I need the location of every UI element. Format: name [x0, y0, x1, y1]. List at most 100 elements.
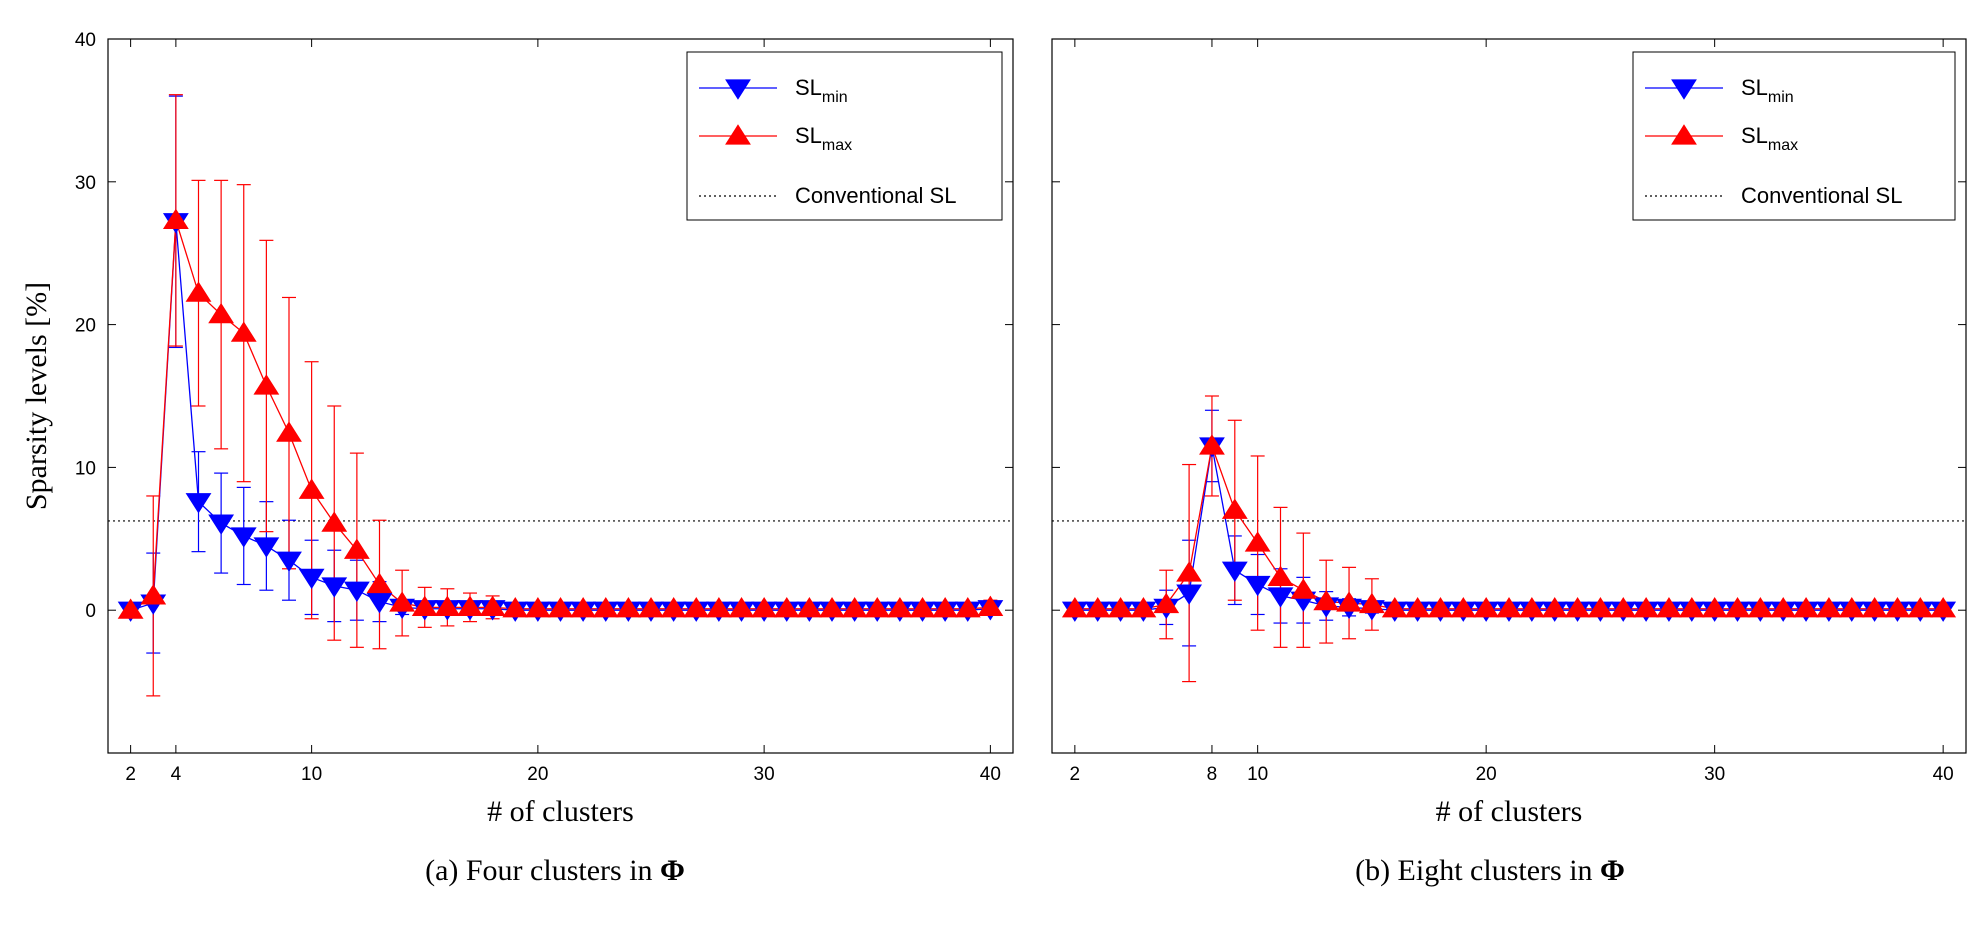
- triangle-up-marker: [1176, 561, 1203, 582]
- triangle-up-marker: [977, 595, 1004, 616]
- triangle-up-marker: [660, 597, 687, 618]
- y-tick-label: 0: [85, 601, 96, 622]
- triangle-up-marker: [932, 597, 959, 618]
- triangle-up-marker: [1381, 597, 1408, 618]
- triangle-down-marker: [1244, 575, 1271, 597]
- triangle-up-marker: [1770, 597, 1797, 618]
- triangle-up-marker: [1861, 597, 1888, 618]
- legend-label-subscript: max: [1768, 137, 1798, 154]
- panel-four-clusters: 2 4 10 20 30 40 0 10 20 30 40 # of clusters Sparsity…: [20, 30, 1014, 887]
- triangle-up-marker: [1656, 597, 1682, 618]
- triangle-up-marker: [796, 597, 823, 618]
- y-tick-label: 20: [75, 316, 96, 337]
- x-tick-label: 2: [125, 764, 136, 785]
- legend-label-subscript: min: [1768, 89, 1794, 106]
- triangle-up-marker: [909, 597, 936, 618]
- triangle-up-marker: [479, 595, 506, 616]
- triangle-up-marker: [1313, 589, 1340, 611]
- x-axis-label: # of clusters: [487, 795, 634, 828]
- plot-frame: [107, 38, 1014, 754]
- legend-label: SLmax: [795, 123, 852, 154]
- triangle-down-marker: [1221, 561, 1248, 582]
- legend-label: SLmax: [1741, 123, 1798, 154]
- triangle-down-marker: [1267, 587, 1294, 608]
- x-axis-label: # of clusters: [1436, 795, 1583, 828]
- legend-label-main: SL: [795, 75, 822, 100]
- triangle-down-marker: [1176, 584, 1203, 605]
- triangle-up-marker: [1336, 591, 1362, 612]
- triangle-down-marker: [298, 568, 325, 590]
- x-tick-label: 20: [1476, 764, 1497, 785]
- triangle-up-marker: [705, 597, 732, 618]
- triangle-up-marker: [162, 208, 189, 229]
- caption-phi-symbol: Φ: [660, 854, 685, 887]
- triangle-up-marker: [1747, 597, 1774, 618]
- triangle-up-marker: [728, 597, 755, 618]
- triangle-up-marker: [1244, 531, 1271, 552]
- triangle-down-marker: [321, 577, 348, 598]
- panel-caption: (b) Eight clusters in Φ: [1355, 854, 1625, 887]
- triangle-up-marker: [864, 597, 891, 618]
- x-tick-label: 20: [527, 764, 548, 785]
- triangle-down-marker: [230, 527, 257, 548]
- caption-text: (a) Four clusters in: [425, 854, 660, 887]
- triangle-up-marker: [592, 597, 619, 618]
- legend-label-main: SL: [1741, 123, 1768, 148]
- legend-label-main: SL: [1741, 75, 1768, 100]
- triangle-up-marker: [638, 597, 664, 618]
- x-tick-label: 2: [1070, 764, 1081, 785]
- triangle-up-marker: [1404, 597, 1431, 618]
- triangle-up-marker: [886, 597, 913, 618]
- legend-triangle-up-icon: [725, 124, 751, 145]
- triangle-up-marker: [1884, 597, 1911, 618]
- triangle-up-marker: [230, 321, 257, 342]
- legend-triangle-down-icon: [725, 79, 751, 100]
- x-tick-label: 30: [754, 764, 775, 785]
- triangle-up-marker: [1678, 597, 1705, 618]
- triangle-up-marker: [1358, 592, 1385, 614]
- y-axis-label: Sparsity levels [%]: [20, 282, 53, 510]
- caption-text: (b) Eight clusters in: [1355, 854, 1600, 887]
- legend-triangle-up-icon: [1671, 124, 1697, 145]
- plot-frame: [1051, 38, 1967, 754]
- legend-label-conventional: Conventional SL: [1741, 183, 1902, 208]
- triangle-up-marker: [1838, 597, 1865, 618]
- x-tick-label: 10: [301, 764, 322, 785]
- triangle-up-marker: [1153, 592, 1180, 614]
- triangle-up-marker: [1450, 597, 1477, 618]
- triangle-up-marker: [773, 597, 800, 618]
- triangle-up-marker: [1815, 597, 1842, 618]
- y-tick-label: 30: [75, 173, 96, 194]
- triangle-up-marker: [683, 597, 710, 618]
- legend-label: SLmin: [1741, 75, 1794, 106]
- triangle-up-marker: [1587, 597, 1614, 618]
- triangle-up-marker: [1793, 597, 1819, 618]
- triangle-down-marker: [208, 514, 235, 535]
- triangle-up-marker: [1084, 597, 1111, 618]
- x-tick-label: 40: [1933, 764, 1954, 785]
- y-tick-label: 10: [75, 458, 96, 479]
- triangle-up-marker: [343, 538, 370, 559]
- x-tick-label: 4: [171, 764, 182, 785]
- panel-eight-clusters: 2 8 10 20 30 40 # of clusters (b) Eight cluster…: [1051, 38, 1967, 887]
- triangle-down-marker: [276, 551, 302, 572]
- triangle-up-marker: [1107, 597, 1134, 618]
- series-line-sl-max: [130, 220, 991, 611]
- triangle-up-marker: [1518, 597, 1545, 618]
- triangle-up-marker: [140, 584, 167, 605]
- triangle-up-marker: [1541, 597, 1568, 618]
- x-tick-label: 30: [1704, 764, 1725, 785]
- y-tick-label: 40: [75, 30, 96, 51]
- x-tick-label: 8: [1207, 764, 1218, 785]
- triangle-up-marker: [1473, 597, 1500, 618]
- triangle-up-marker: [502, 597, 529, 618]
- triangle-up-marker: [434, 595, 461, 616]
- triangle-up-marker: [615, 597, 642, 618]
- series-line-sl-min: [130, 221, 991, 611]
- triangle-up-marker: [389, 591, 416, 612]
- triangle-up-marker: [208, 302, 235, 324]
- triangle-up-marker: [253, 374, 280, 395]
- triangle-up-marker: [298, 478, 325, 499]
